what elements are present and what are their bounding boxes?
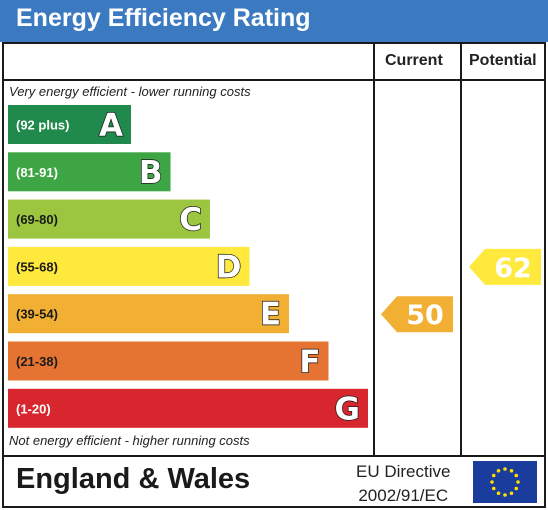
band-range-g: (1-20) (16, 401, 51, 416)
flag-star (496, 468, 501, 473)
flag-star (490, 480, 494, 484)
eu-flag-icon (473, 461, 537, 503)
flag-star (491, 486, 496, 491)
band-range-a: (92 plus) (16, 118, 69, 133)
current-rating-value: 50 (406, 300, 444, 331)
band-bar-f (8, 341, 329, 381)
chart-title: Energy Efficiency Rating (0, 0, 548, 42)
bottom-note: Not energy efficient - higher running co… (9, 433, 250, 448)
flag-star (514, 486, 519, 491)
band-range-c: (69-80) (16, 212, 58, 227)
flag-star (509, 468, 514, 473)
band-letter-d: D (216, 249, 242, 285)
flag-star (503, 467, 507, 471)
band-bar-d (8, 246, 250, 286)
potential-rating-value: 62 (494, 253, 532, 284)
directive-line-1: EU Directive (356, 462, 451, 481)
top-note: Very energy efficient - lower running co… (9, 84, 251, 99)
region-label: England & Wales (16, 463, 251, 495)
current-rating-arrow (381, 296, 453, 333)
band-range-d: (55-68) (16, 259, 58, 274)
potential-rating-arrow (469, 248, 541, 285)
band-range-f: (21-38) (16, 354, 58, 369)
footer-rule (4, 455, 544, 457)
potential-column-header: Potential (469, 52, 537, 69)
band-letter-a: A (99, 108, 123, 144)
header-rule (4, 79, 544, 81)
chart-frame (2, 42, 546, 508)
flag-star (491, 473, 496, 478)
band-range-b: (81-91) (16, 165, 58, 180)
flag-star (503, 493, 507, 497)
flag-star (514, 473, 519, 478)
band-bar-c (8, 199, 210, 239)
band-bar-a (8, 105, 131, 144)
eu-directive: EU Directive 2002/91/EC (356, 460, 450, 508)
band-letter-c: C (179, 202, 202, 238)
band-letter-g: G (335, 391, 360, 427)
divider-potential (460, 44, 462, 456)
band-bar-e (8, 294, 289, 334)
band-letter-b: B (139, 155, 163, 191)
band-bar-b (8, 152, 171, 192)
flag-star (516, 480, 520, 484)
band-letter-f: F (299, 344, 320, 380)
band-range-e: (39-54) (16, 307, 58, 322)
flag-star (509, 491, 514, 496)
divider-current (373, 44, 375, 456)
band-letter-e: E (260, 297, 281, 333)
directive-line-2: 2002/91/EC (358, 486, 449, 505)
flag-star (496, 491, 501, 496)
band-bar-g (8, 388, 368, 428)
current-column-header: Current (385, 52, 443, 69)
